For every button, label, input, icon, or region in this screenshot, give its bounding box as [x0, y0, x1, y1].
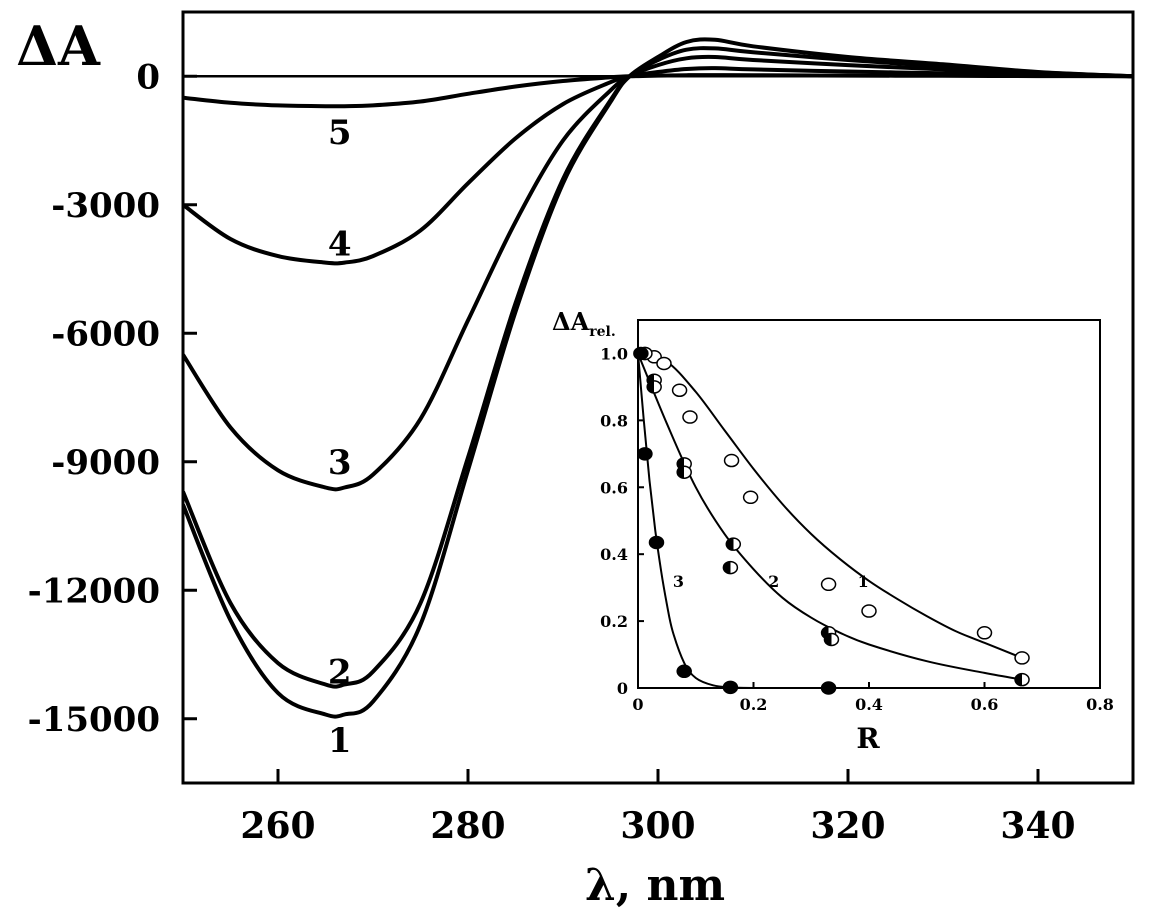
inset-series-1-point [656, 356, 672, 371]
inset-y-axis-title-main: ΔA [552, 307, 590, 336]
main-x-axis-title: λ, nm [585, 860, 725, 911]
inset-series-2-point [1014, 672, 1030, 687]
inset-series-3-point [637, 447, 653, 461]
inset-series-1-point [671, 383, 688, 398]
inset-y-tick-label: 1.0 [600, 344, 628, 363]
inset-y-axis-title-sub: rel. [589, 324, 615, 340]
inset-series-3-point [676, 664, 692, 679]
main-series-label: 1 [328, 721, 352, 761]
inset-y-tick-label: 0.8 [600, 411, 628, 430]
main-series-3-curve [183, 54, 1133, 492]
inset-series-1-point [861, 604, 877, 618]
main-x-tick-label: 260 [240, 805, 315, 847]
inset-series-1-fit [638, 352, 1023, 659]
inset-series-2-point [676, 465, 692, 479]
main-series-4-curve [183, 66, 1133, 266]
inset-series-1-point [723, 453, 740, 468]
inset-series-label: 3 [673, 572, 684, 591]
main-series-5-curve [183, 73, 1133, 109]
inset-y-tick-label: 0.4 [600, 545, 628, 564]
inset-x-axis-title: R [856, 722, 880, 755]
inset-series-2-point [725, 537, 742, 551]
main-y-tick-label: -15000 [28, 700, 160, 740]
main-y-tick-label: -3000 [51, 186, 160, 226]
inset-x-tick-label: 0.6 [971, 695, 999, 714]
inset-series-2-point [722, 560, 739, 575]
inset-chart: 0 0.2 0.4 0.6 0.8 1.0 0 0.2 0.4 0.6 0.8 ΔArel. R 1 2 3 [552, 307, 1114, 755]
inset-plot-frame [637, 319, 1101, 689]
main-y-tick-label: 0 [136, 57, 160, 97]
main-x-tick-label: 340 [1000, 805, 1075, 847]
inset-x-tick-label: 0 [632, 695, 643, 714]
main-series-label: 4 [328, 224, 352, 264]
inset-y-axis-title: ΔArel. [552, 307, 616, 340]
inset-series-1-point [742, 490, 759, 505]
inset-series-label: 2 [768, 572, 779, 591]
main-series-2-curve [183, 46, 1133, 689]
main-x-tick-label: 320 [810, 805, 885, 847]
main-series-label: 5 [328, 113, 352, 153]
inset-series-3-point [648, 535, 665, 550]
inset-series-label: 1 [858, 572, 869, 591]
inset-y-tick-label: 0 [617, 679, 628, 698]
main-x-tick-label: 300 [620, 805, 695, 847]
inset-y-tick-label: 0.2 [600, 612, 628, 631]
inset-x-tick-label: 0.8 [1086, 695, 1114, 714]
main-series-label: 3 [328, 443, 352, 483]
main-y-tick-label: -12000 [28, 571, 160, 611]
inset-series-3-point [722, 680, 739, 695]
main-y-tick-label: -6000 [51, 314, 160, 354]
inset-series-3-point [820, 681, 837, 695]
inset-series-3-point [633, 346, 649, 361]
inset-series-2-point [646, 380, 662, 394]
inset-x-tick-label: 0.4 [855, 695, 883, 714]
main-x-tick-label: 280 [430, 805, 505, 847]
main-y-tick-label: -9000 [51, 443, 160, 483]
inset-y-tick-label: 0.6 [600, 478, 628, 497]
inset-series-1-point [682, 410, 698, 424]
inset-x-tick-label: 0.2 [740, 695, 768, 714]
main-y-axis-title: ΔA [16, 14, 101, 78]
inset-series-1-point [1014, 651, 1030, 665]
inset-series-1-point [976, 626, 993, 640]
inset-series-1-point [820, 577, 837, 592]
inset-series-2-point [823, 632, 840, 647]
main-series-label: 2 [328, 653, 352, 693]
